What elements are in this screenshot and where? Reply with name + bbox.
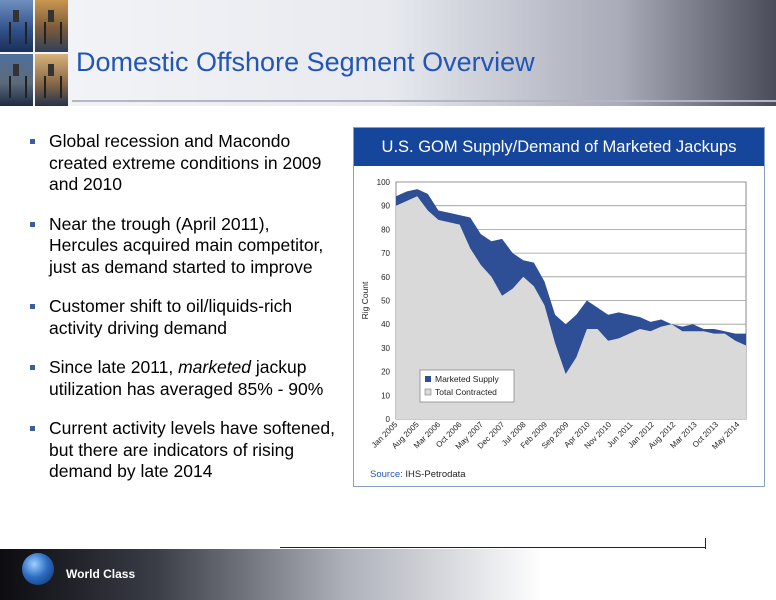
chart-title: U.S. GOM Supply/Demand of Marketed Jacku… [354, 128, 764, 166]
source-name: IHS-Petrodata [405, 469, 466, 480]
title-divider [72, 100, 776, 102]
bullet-item: Global recession and Macondo created ext… [26, 131, 336, 196]
legend-label-contracted: Total Contracted [435, 387, 497, 397]
bullet-item: Customer shift to oil/liquids-rich activ… [26, 296, 336, 339]
bullet-text: Near the trough (April 2011), Hercules a… [49, 213, 324, 277]
bullet-text: jackup utilization has averaged 85% - 90… [49, 357, 324, 399]
footer-tagline: World Class [66, 567, 136, 581]
bullet-item: Current activity levels have softened, b… [26, 418, 336, 483]
bullet-text: Since late 2011, [49, 357, 179, 377]
bullet-text: Global recession and Macondo created ext… [49, 131, 322, 194]
offshore-rig-photo [0, 0, 33, 52]
y-tick-label: 100 [377, 178, 391, 187]
legend-label-supply: Marketed Supply [435, 374, 500, 384]
offshore-rig-photo [35, 0, 68, 52]
slide-title: Domestic Offshore Segment Overview [76, 47, 535, 77]
y-tick-label: 70 [381, 249, 390, 258]
y-tick-label: 80 [381, 225, 390, 234]
bullet-item: Near the trough (April 2011), Hercules a… [26, 214, 336, 279]
bullet-list: Global recession and Macondo created ext… [26, 131, 336, 501]
bullet-text: Customer shift to oil/liquids-rich activ… [49, 296, 293, 338]
y-tick-label: 90 [381, 202, 390, 211]
source-label: Source: [370, 469, 406, 480]
globe-icon [22, 553, 54, 585]
y-tick-label: 20 [381, 368, 390, 377]
bullet-item: Since late 2011, marketed jackup utiliza… [26, 357, 336, 400]
y-axis-label: Rig Count [360, 281, 370, 319]
offshore-rig-photo [35, 54, 68, 106]
series-total-contracted [396, 196, 746, 419]
footer-divider [280, 547, 706, 548]
chart-legend [419, 369, 515, 403]
y-tick-label: 50 [381, 297, 390, 306]
y-tick-label: 60 [381, 273, 390, 282]
offshore-rig-photo [0, 54, 33, 106]
chart-source: Source: IHS-Petrodata [370, 469, 466, 480]
slide-header: Domestic Offshore Segment Overview [0, 0, 776, 106]
bullet-text: marketed [178, 357, 252, 377]
legend-swatch-contracted [424, 388, 432, 396]
slide-footer: World Class [0, 549, 776, 600]
y-tick-label: 0 [386, 415, 391, 424]
y-tick-label: 30 [381, 344, 390, 353]
legend-swatch-supply [425, 376, 431, 382]
header-photo-collage [0, 0, 70, 106]
y-tick-label: 10 [381, 391, 390, 400]
y-tick-label: 40 [381, 320, 390, 329]
bullet-text: Current activity levels have softened, b… [49, 418, 335, 481]
chart-panel: U.S. GOM Supply/Demand of Marketed Jacku… [353, 127, 765, 487]
footer-divider-tick [705, 538, 706, 552]
